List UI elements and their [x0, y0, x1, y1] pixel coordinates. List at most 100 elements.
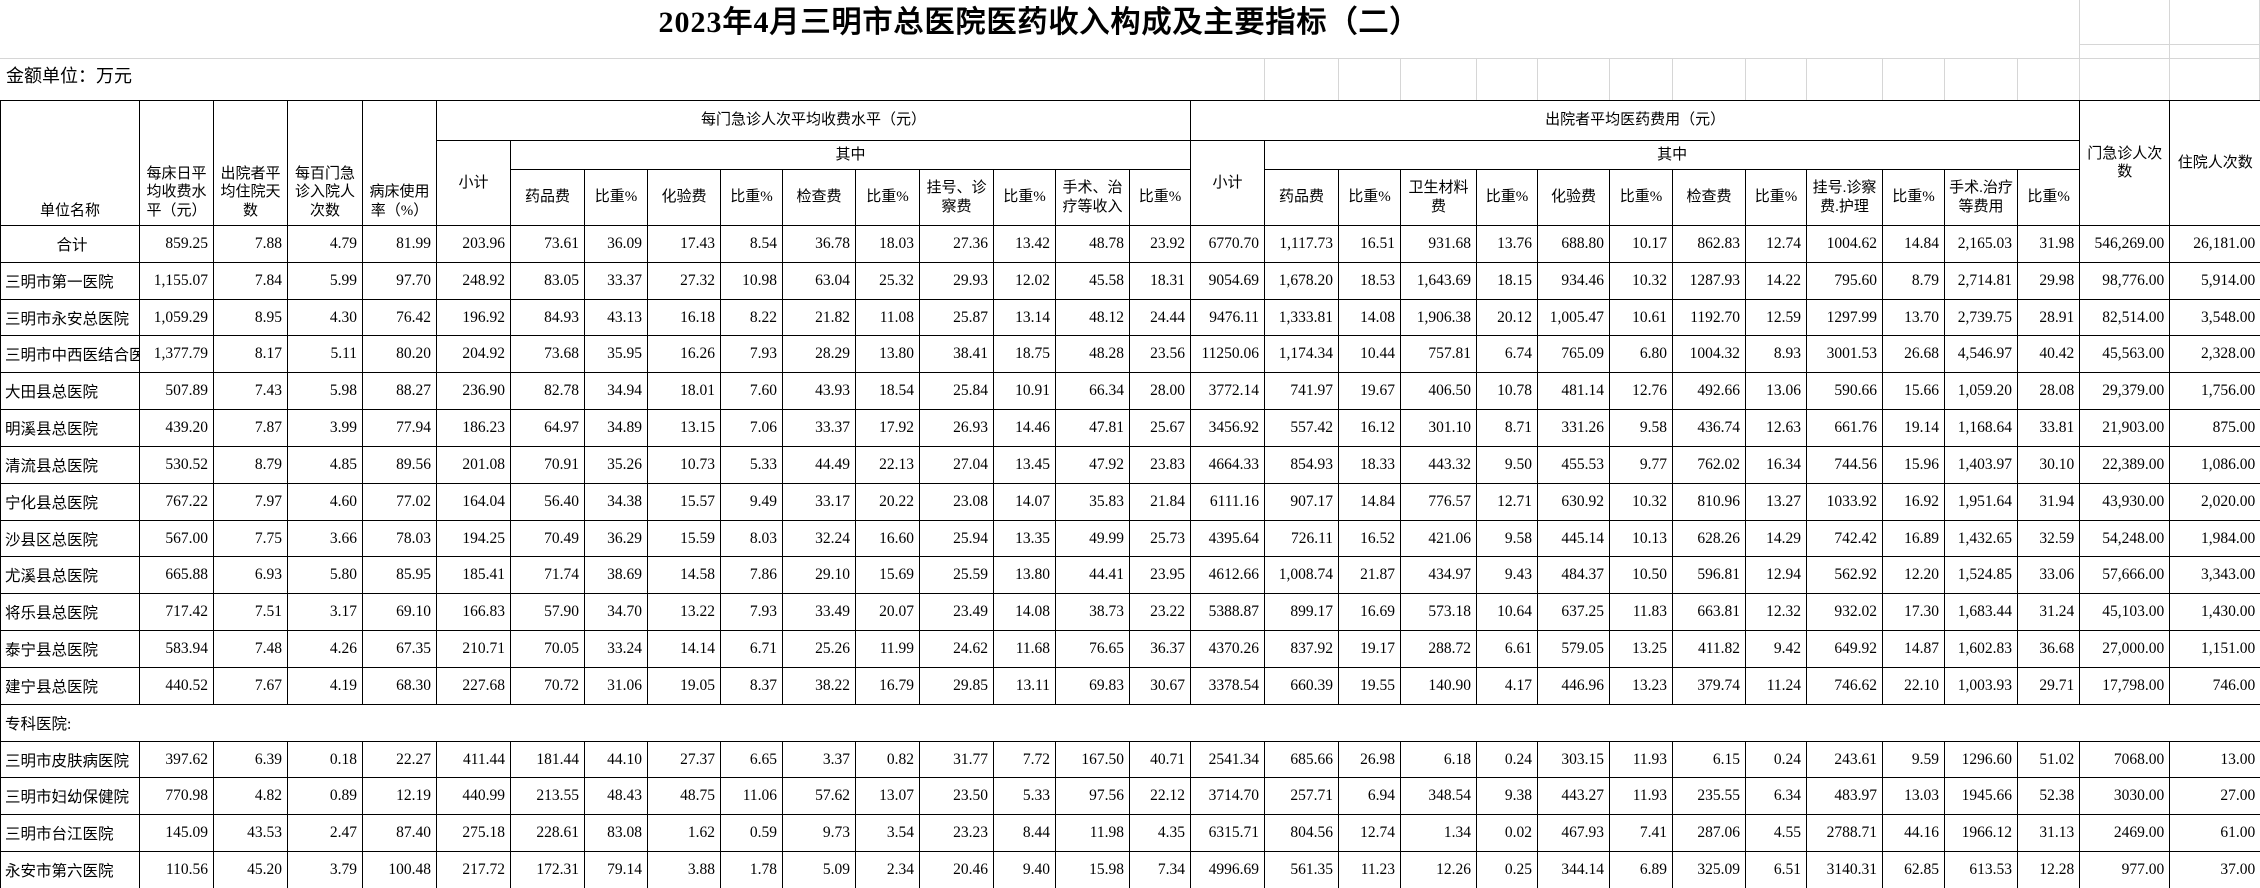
value-cell: 8.79: [213, 445, 288, 484]
value-cell: 57,666.00: [2079, 556, 2171, 595]
value-cell: 25.32: [855, 261, 920, 300]
value-cell: 1004.32: [1672, 335, 1747, 374]
value-cell: 17.30: [1882, 593, 1946, 632]
value-cell: 795.60: [1806, 261, 1884, 300]
value-cell: 15.57: [647, 482, 721, 521]
value-cell: 16.52: [1338, 519, 1402, 558]
value-cell: 11.98: [1055, 814, 1130, 853]
value-cell: 4.60: [287, 482, 363, 521]
value-cell: 3140.31: [1806, 851, 1884, 888]
value-cell: 10.17: [1609, 225, 1674, 263]
table-row: 尤溪县总医院 665.88 6.93 5.80 85.95 185.41 71.74 38.6…: [0, 556, 2260, 595]
value-cell: 10.32: [1609, 482, 1674, 521]
value-cell: 14.58: [647, 556, 721, 595]
value-cell: 9054.69: [1190, 261, 1266, 300]
value-cell: 27,000.00: [2079, 630, 2171, 668]
value-cell: 6.71: [720, 630, 783, 668]
value-cell: 14.84: [1338, 482, 1402, 521]
value-cell: 29.10: [782, 556, 856, 595]
value-cell: 2469.00: [2079, 814, 2171, 853]
value-cell: 13.76: [1476, 225, 1539, 263]
among-header-g1: 其中: [509, 140, 1192, 170]
value-cell: 1,430.00: [2169, 593, 2260, 632]
gridline: [1476, 58, 1477, 100]
value-cell: 530.52: [139, 445, 214, 484]
value-cell: 0.02: [1476, 814, 1539, 853]
value-cell: 484.37: [1537, 556, 1611, 595]
value-cell: 33.17: [782, 482, 856, 521]
table-row: 建宁县总医院 440.52 7.67 4.19 68.30 227.68 70.72 31.0…: [0, 666, 2260, 705]
value-cell: 3772.14: [1190, 372, 1266, 411]
col-header-bed-usage-rate: 病床使用率（%）: [362, 100, 437, 226]
value-cell: 36.29: [584, 519, 648, 558]
value-cell: 29.85: [919, 666, 994, 705]
value-cell: 1,984.00: [2169, 519, 2260, 558]
col-subheader: 手术、治疗等收入: [1055, 169, 1130, 226]
row-label-cell: 合计: [0, 225, 140, 263]
among-header-g2: 其中: [1264, 140, 2081, 170]
value-cell: 181.44: [510, 740, 585, 779]
table-row: 沙县区总医院 567.00 7.75 3.66 78.03 194.25 70.49 36.2…: [0, 519, 2260, 558]
gridline: [1609, 58, 1610, 100]
value-cell: 80.20: [362, 335, 437, 374]
value-cell: 185.41: [436, 556, 511, 595]
value-cell: 21.84: [1128, 482, 1192, 521]
value-cell: 18.33: [1338, 445, 1402, 484]
header-row-subcolumns: 药品费 比重% 化验费 比重% 检查费 比重% 挂号、诊察费 比重% 手术、治疗等收入 比重% 药品…: [1, 169, 2260, 226]
value-cell: 9476.11: [1190, 298, 1266, 337]
value-cell: 47.81: [1055, 409, 1130, 447]
value-cell: 6.93: [213, 556, 288, 595]
value-cell: 204.92: [436, 335, 511, 374]
value-cell: 87.40: [362, 814, 437, 853]
value-cell: 4.35: [1128, 814, 1192, 853]
value-cell: 196.92: [436, 298, 511, 337]
value-cell: 1.62: [647, 814, 721, 853]
value-cell: 25.67: [1128, 409, 1192, 447]
value-cell: 18.03: [855, 225, 920, 263]
value-cell: 1,643.69: [1400, 261, 1478, 300]
value-cell: 29.93: [919, 261, 994, 300]
value-cell: 3378.54: [1190, 666, 1266, 705]
value-cell: 17,798.00: [2079, 666, 2171, 705]
value-cell: 579.05: [1537, 630, 1611, 668]
value-cell: 567.00: [139, 519, 214, 558]
value-cell: 3.99: [287, 409, 363, 447]
value-cell: 23.23: [919, 814, 994, 853]
value-cell: 13.35: [993, 519, 1056, 558]
value-cell: 932.02: [1806, 593, 1884, 632]
value-cell: 596.81: [1672, 556, 1747, 595]
value-cell: 7.48: [213, 630, 288, 668]
col-subheader: 检查费: [782, 169, 856, 226]
value-cell: 2,739.75: [1944, 298, 2019, 337]
value-cell: 201.08: [436, 445, 511, 484]
value-cell: 12.32: [1745, 593, 1808, 632]
value-cell: 34.70: [584, 593, 648, 632]
value-cell: 14.07: [993, 482, 1056, 521]
value-cell: 16.34: [1745, 445, 1808, 484]
value-cell: 21.82: [782, 298, 856, 337]
value-cell: 573.18: [1400, 593, 1478, 632]
col-subheader: 比重%: [1338, 169, 1402, 226]
value-cell: 6.80: [1609, 335, 1674, 374]
value-cell: 57.62: [782, 777, 856, 816]
value-cell: 13.07: [855, 777, 920, 816]
value-cell: 8.95: [213, 298, 288, 337]
value-cell: 1,683.44: [1944, 593, 2019, 632]
value-cell: 804.56: [1264, 814, 1340, 853]
value-cell: 483.97: [1806, 777, 1884, 816]
group-header-outpatient-avg-charge: 每门急诊人次平均收费水平（元）: [435, 100, 1192, 141]
value-cell: 6.15: [1672, 740, 1747, 779]
value-cell: 77.94: [362, 409, 437, 447]
table-row: 三明市第一医院 1,155.07 7.84 5.99 97.70 248.92 83.05 3…: [0, 261, 2260, 300]
gridline: [1944, 58, 1945, 100]
col-header-admissions-per100: 每百门急诊入院人次数: [287, 100, 363, 226]
value-cell: 467.93: [1537, 814, 1611, 853]
value-cell: 9.49: [720, 482, 783, 521]
value-cell: 33.81: [2017, 409, 2081, 447]
value-cell: 23.49: [919, 593, 994, 632]
value-cell: 12.59: [1745, 298, 1808, 337]
value-cell: 18.31: [1128, 261, 1192, 300]
value-cell: 455.53: [1537, 445, 1611, 484]
value-cell: 18.54: [855, 372, 920, 411]
value-cell: 10.91: [993, 372, 1056, 411]
